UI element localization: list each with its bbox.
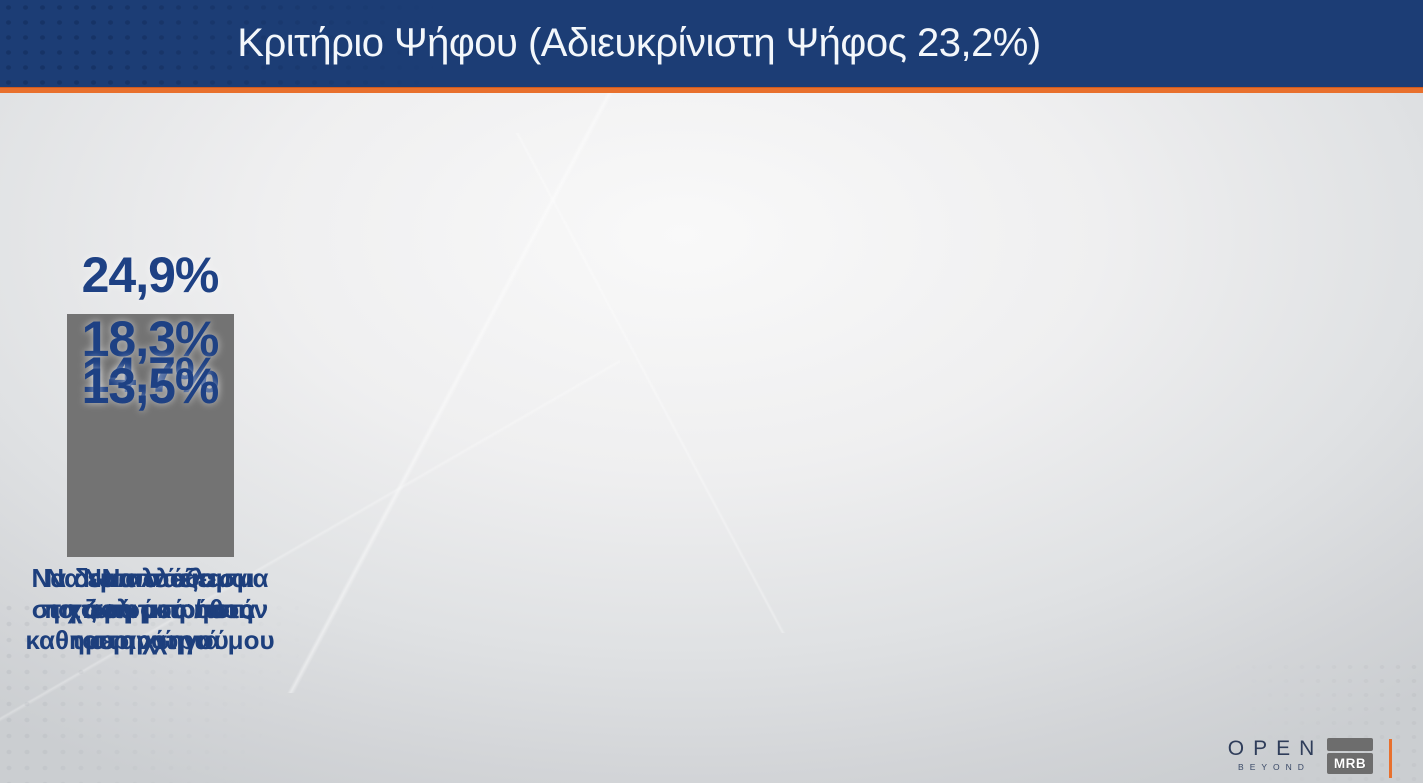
header-bar: Κριτήριο Ψήφου (Αδιευκρίνιστη Ψήφος 23,2… — [0, 0, 1423, 87]
category-line: Να δω αποτέλεσμα — [31, 563, 269, 593]
header-dot-texture — [0, 0, 460, 87]
category-line: καθημερινότητά μου — [25, 625, 275, 655]
mrb-logo-text: MRB — [1327, 753, 1373, 774]
mrb-logo-top-bar — [1327, 738, 1373, 751]
bar-value-label: 14,7% — [81, 347, 220, 403]
category-line: το πολιτικό ήθος — [47, 594, 253, 624]
bar — [66, 425, 234, 557]
bar-category-label: Να πάει η χώρα μπροστά — [0, 563, 300, 625]
category-line: στη ζωή μου / στην — [31, 594, 269, 624]
page-title: Κριτήριο Ψήφου (Αδιευκρίνιστη Ψήφος 23,2… — [237, 21, 1041, 65]
open-logo-text: OPEN — [1227, 737, 1324, 760]
bar-plot-area: 13,5% — [0, 93, 300, 557]
category-line: στη χώρα — [89, 625, 211, 655]
bar-value-label: 18,3% — [81, 311, 220, 367]
open-logo-subtext: BEYOND — [1238, 762, 1310, 772]
category-line: το πρόσωπο — [70, 594, 230, 624]
bar-category-label: Να εμπιστεύομαι το πρόσωπο του αρχηγού — [0, 563, 300, 656]
bar-category-label: Να δω αποτέλεσμα στη ζωή μου / στην καθη… — [0, 563, 300, 656]
category-line: Να πάει — [101, 563, 199, 593]
category-line: του αρχηγού — [71, 625, 229, 655]
bar-group: 13,5% Να εμπιστεύομαι το πρόσωπο του αρχ… — [0, 93, 300, 656]
category-line: Να εμπιστεύομαι — [45, 563, 255, 593]
open-channel-logo: OPEN BEYOND — [1216, 738, 1326, 772]
bar-value-label: 13,5% — [81, 358, 220, 414]
category-line: η χώρα μπροστά — [44, 594, 256, 624]
mrb-polling-logo: MRB — [1327, 738, 1373, 774]
footer-orange-tick — [1389, 739, 1392, 778]
header-divider — [0, 87, 1423, 93]
bar-value-label: 24,9% — [81, 247, 220, 303]
category-line: Να αλλάξει — [83, 563, 217, 593]
bar-category-label: Να αλλάξει το πολιτικό ήθος στη χώρα — [0, 563, 300, 656]
